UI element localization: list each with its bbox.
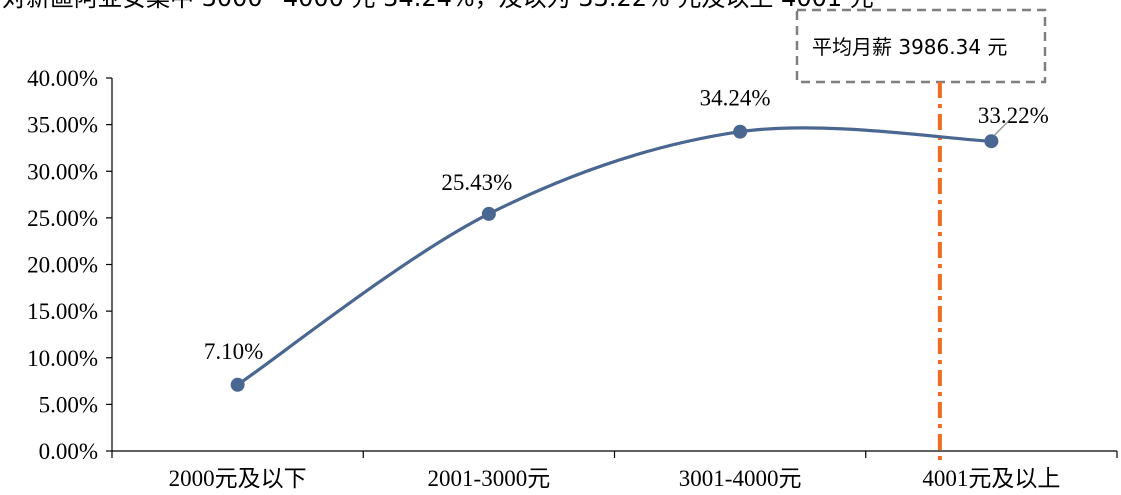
series-line bbox=[236, 126, 992, 387]
x-tick-label: 4001元及以上 bbox=[922, 466, 1060, 491]
clipped-header-text: 对新區阿亚安案中 3000~4000 元 34.24%，及以为 33.22% 元… bbox=[2, 0, 874, 12]
data-label: 34.24% bbox=[700, 86, 771, 111]
x-tick-label: 3001-4000元 bbox=[679, 466, 802, 491]
data-point bbox=[733, 124, 748, 139]
data-point bbox=[230, 377, 245, 392]
data-labels: 7.10% 25.43% 34.24% 33.22% bbox=[204, 86, 1049, 364]
y-tick-label: 35.00% bbox=[27, 113, 98, 138]
x-tick-label: 2001-3000元 bbox=[428, 466, 551, 491]
data-point bbox=[481, 206, 496, 221]
y-tick-label: 30.00% bbox=[27, 159, 98, 184]
y-tick-label: 15.00% bbox=[27, 299, 98, 324]
series-line-group bbox=[236, 126, 992, 387]
y-tick-label: 5.00% bbox=[39, 392, 98, 417]
x-tick-label: 2000元及以下 bbox=[169, 466, 307, 491]
y-tick-label: 20.00% bbox=[27, 253, 98, 278]
average-annotation-text: 平均月薪 3986.34 元 bbox=[812, 35, 1007, 59]
y-tick-label: 10.00% bbox=[27, 346, 98, 371]
y-tick-label: 0.00% bbox=[39, 439, 98, 464]
data-label: 7.10% bbox=[204, 339, 263, 364]
average-annotation-box bbox=[795, 8, 1047, 84]
label-leader-line bbox=[993, 120, 1009, 136]
y-axis-ticks: 0.00% 5.00% 10.00% 15.00% 20.00% 25.00% 30.00%… bbox=[27, 66, 112, 464]
x-axis-ticks: 2000元及以下 2001-3000元 3001-4000元 4001元及以上 bbox=[111, 451, 1118, 491]
data-label: 33.22% bbox=[978, 103, 1049, 128]
y-tick-label: 40.00% bbox=[27, 66, 98, 91]
y-tick-label: 25.00% bbox=[27, 206, 98, 231]
data-label: 25.43% bbox=[441, 170, 512, 195]
data-point bbox=[984, 134, 999, 149]
series-markers bbox=[230, 124, 999, 392]
